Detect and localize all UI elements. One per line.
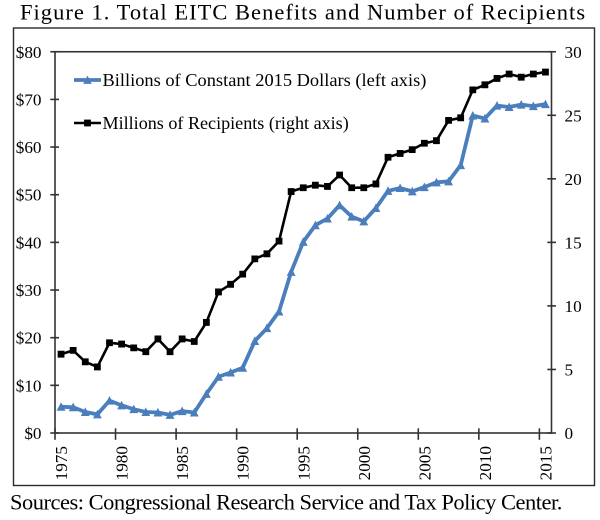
svg-text:$20: $20 [16, 329, 42, 348]
svg-text:Sources: Congressional Researc: Sources: Congressional Research Service … [10, 490, 562, 515]
svg-text:15: 15 [565, 233, 582, 252]
svg-text:Billions of Constant 2015 Doll: Billions of Constant 2015 Dollars (left … [103, 70, 427, 91]
svg-text:$60: $60 [16, 138, 42, 157]
svg-text:$10: $10 [16, 376, 42, 395]
svg-text:1980: 1980 [113, 446, 132, 480]
svg-text:30: 30 [565, 43, 582, 62]
svg-text:10: 10 [565, 297, 582, 316]
svg-text:20: 20 [565, 170, 582, 189]
svg-text:1990: 1990 [234, 446, 253, 480]
svg-text:1975: 1975 [52, 446, 71, 480]
svg-text:$80: $80 [16, 43, 42, 62]
svg-text:1995: 1995 [294, 446, 313, 480]
svg-text:$30: $30 [16, 281, 42, 300]
svg-text:2000: 2000 [355, 446, 374, 480]
svg-text:$40: $40 [16, 233, 42, 252]
svg-text:25: 25 [565, 106, 582, 125]
svg-text:$50: $50 [16, 186, 42, 205]
svg-text:2015: 2015 [536, 446, 555, 480]
svg-text:Millions of Recipients (right: Millions of Recipients (right axis) [103, 113, 349, 134]
svg-text:2010: 2010 [476, 446, 495, 480]
svg-text:$70: $70 [16, 90, 42, 109]
svg-text:5: 5 [565, 360, 574, 379]
svg-text:2005: 2005 [415, 446, 434, 480]
svg-text:1985: 1985 [173, 446, 192, 480]
svg-text:Figure 1. Total EITC Benefits: Figure 1. Total EITC Benefits and Number… [20, 0, 586, 25]
svg-text:$0: $0 [24, 424, 41, 443]
svg-text:0: 0 [565, 424, 574, 443]
